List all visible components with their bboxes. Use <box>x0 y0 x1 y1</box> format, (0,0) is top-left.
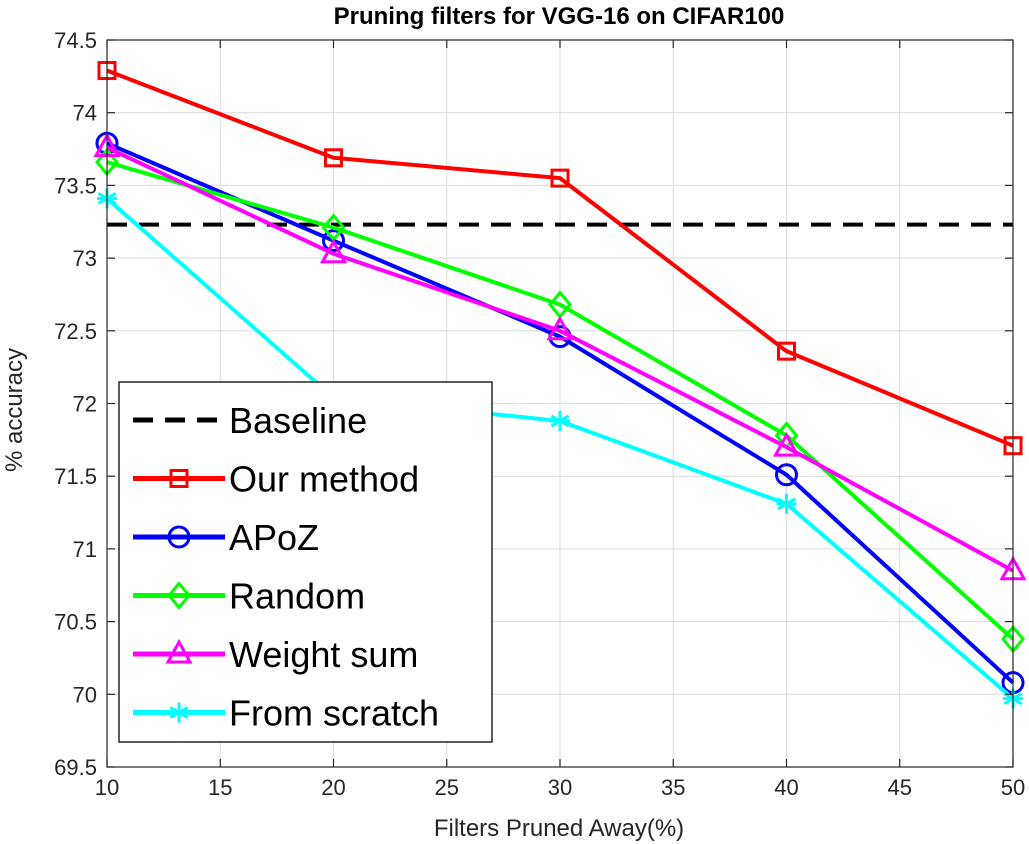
y-tick-label: 72 <box>73 392 97 417</box>
legend-marker-weight-sum <box>165 638 193 664</box>
data-point-apoz <box>322 229 345 253</box>
x-tick-label: 50 <box>1001 775 1025 800</box>
x-tick-label: 30 <box>548 775 572 800</box>
legend-marker-from-scratch <box>169 702 189 723</box>
legend-item-our-method: Our method <box>133 459 419 500</box>
legend-item-weight-sum: Weight sum <box>133 634 418 675</box>
series-line-apoz <box>106 141 1015 685</box>
x-axis-label: Filters Pruned Away(%) <box>434 815 684 842</box>
y-tick-label: 70.5 <box>54 610 97 635</box>
x-tick-label: 40 <box>774 775 798 800</box>
data-point-weight-sum <box>319 238 348 264</box>
axis-ticks: 10 15 20 25 30 35 40 45 50 69.5 70 70.5 71 71.5 72 72.5… <box>54 28 1025 800</box>
y-tick-label: 74 <box>73 101 97 126</box>
x-tick-label: 35 <box>661 775 685 800</box>
data-point-weight-sum <box>546 315 574 341</box>
y-tick-label: 69.5 <box>54 755 97 780</box>
series-line-random <box>106 160 1015 641</box>
x-tick-label: 25 <box>435 775 459 800</box>
data-point-our-method <box>777 341 796 361</box>
legend-item-random: Random <box>133 576 365 617</box>
y-axis-label: % accuracy <box>1 348 28 472</box>
x-tick-label: 20 <box>321 775 345 800</box>
legend-label-our-method: Our method <box>229 459 419 500</box>
data-point-our-method <box>550 168 570 188</box>
legend-item-baseline: Baseline <box>133 400 367 441</box>
series-line-our-method <box>106 68 1014 448</box>
x-tick-label: 15 <box>208 775 232 800</box>
y-tick-label: 70 <box>73 682 97 707</box>
data-point-apoz <box>775 463 798 487</box>
legend-item-from-scratch: From scratch <box>133 693 439 734</box>
y-tick-label: 72.5 <box>54 319 97 344</box>
series-line-weight-sum <box>106 145 1014 573</box>
legend-box <box>118 381 493 743</box>
legend-label-apoz: APoZ <box>229 517 319 558</box>
data-point-weight-sum <box>772 432 801 457</box>
data-point-from-scratch <box>776 493 797 514</box>
legend-label-baseline: Baseline <box>229 400 367 441</box>
data-point-our-method <box>324 148 343 168</box>
y-tick-label: 71 <box>73 537 97 562</box>
legend-marker-apoz <box>167 525 191 549</box>
y-tick-label: 73 <box>73 246 97 271</box>
y-tick-label: 74.5 <box>54 28 97 53</box>
x-tick-label: 45 <box>888 775 912 800</box>
series-our-method <box>97 61 1023 456</box>
legend: Baseline Our method APoZ Random Weight sum Fr… <box>118 381 493 743</box>
legend-marker-our-method <box>169 469 189 488</box>
legend-label-from-scratch: From scratch <box>229 693 439 734</box>
legend-label-weight-sum: Weight sum <box>229 634 418 675</box>
chart-title: Pruning filters for VGG-16 on CIFAR100 <box>334 3 785 30</box>
x-tick-label: 10 <box>95 775 119 800</box>
legend-label-random: Random <box>229 576 365 617</box>
y-tick-label: 73.5 <box>54 173 97 198</box>
y-tick-label: 71.5 <box>54 464 97 489</box>
data-point-from-scratch <box>550 410 570 431</box>
legend-item-apoz: APoZ <box>133 517 319 558</box>
legend-marker-random <box>167 581 191 610</box>
